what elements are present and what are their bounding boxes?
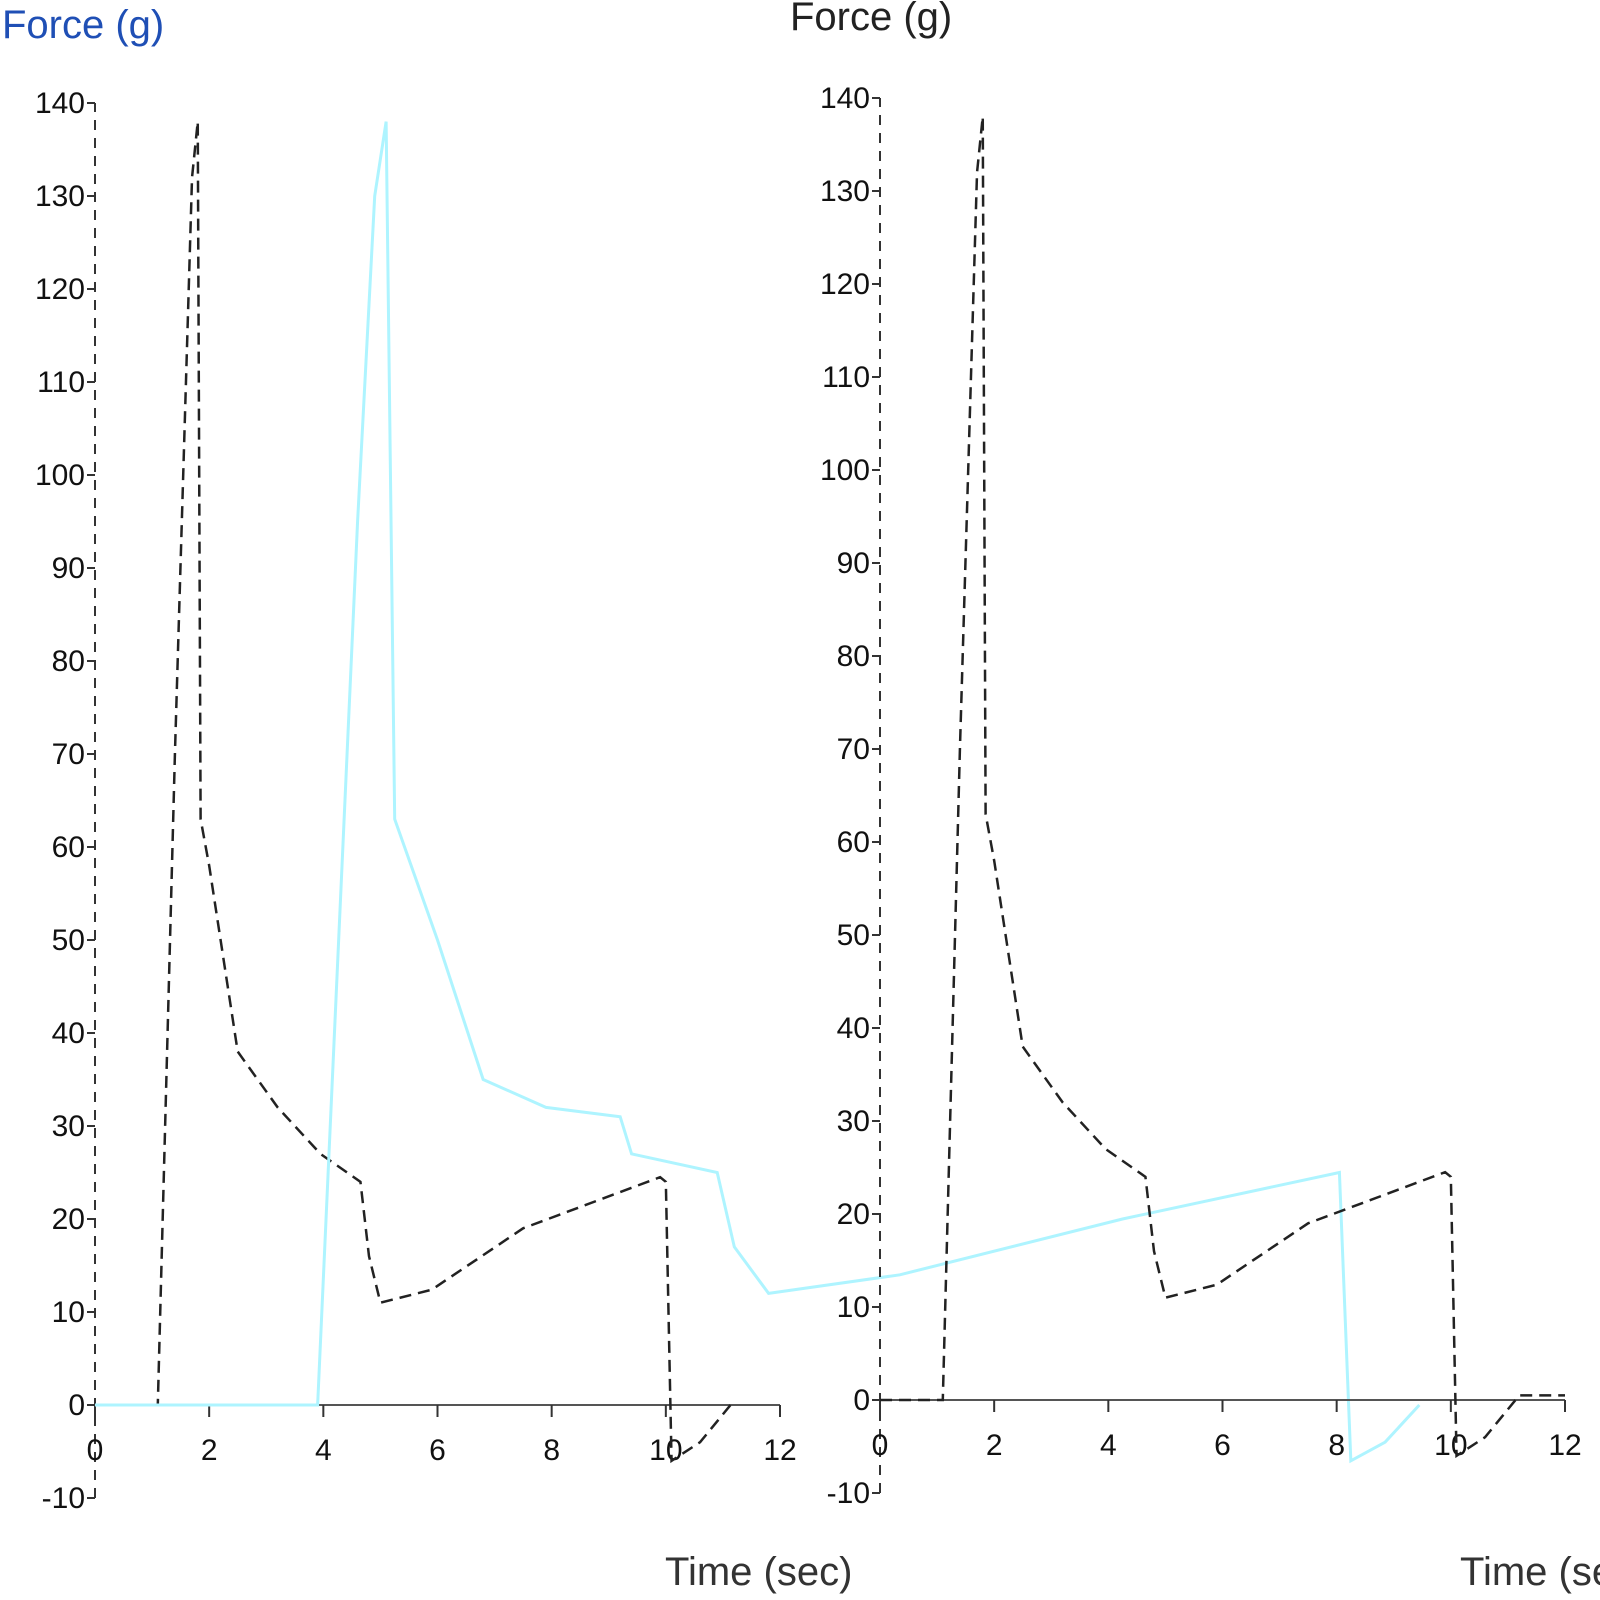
x-tick-label: 0: [87, 1434, 104, 1467]
y-tick-label: 0: [853, 1384, 870, 1417]
series-line-1: [880, 116, 1565, 1459]
y-tick-label: 20: [52, 1203, 85, 1236]
y-axis-label: Force (g): [790, 0, 952, 39]
y-tick-label: 70: [837, 733, 870, 766]
x-tick-label: 4: [315, 1434, 332, 1467]
y-tick-label: -10: [42, 1482, 85, 1515]
y-tick-label: 20: [837, 1198, 870, 1231]
x-tick-label: 12: [763, 1434, 796, 1467]
series-line-1: [95, 121, 736, 1464]
y-tick-label: 40: [52, 1017, 85, 1050]
y-tick-label: 30: [837, 1105, 870, 1138]
y-tick-label: 100: [820, 454, 870, 487]
y-tick-label: 50: [837, 919, 870, 952]
y-tick-label: 30: [52, 1110, 85, 1143]
y-tick-label: 0: [68, 1389, 85, 1422]
y-tick-label: 140: [35, 87, 85, 120]
x-tick-label: 12: [1548, 1429, 1581, 1462]
y-tick-label: 60: [52, 831, 85, 864]
y-tick-label: 60: [837, 826, 870, 859]
y-tick-label: 40: [837, 1012, 870, 1045]
y-tick-label: 100: [35, 459, 85, 492]
y-tick-label: 80: [52, 645, 85, 678]
y-tick-label: 70: [52, 738, 85, 771]
y-tick-label: 130: [820, 175, 870, 208]
x-tick-label: 8: [543, 1434, 560, 1467]
y-tick-label: 140: [820, 82, 870, 115]
y-tick-label: 120: [35, 273, 85, 306]
x-tick-label: 6: [429, 1434, 446, 1467]
x-tick-label: 2: [986, 1429, 1003, 1462]
y-tick-label: 10: [52, 1296, 85, 1329]
y-tick-label: 120: [820, 268, 870, 301]
y-tick-label: 10: [837, 1291, 870, 1324]
x-tick-label: 0: [872, 1429, 889, 1462]
y-tick-label: 110: [822, 361, 870, 394]
y-tick-label: 80: [837, 640, 870, 673]
y-tick-label: 130: [35, 180, 85, 213]
x-tick-label: 4: [1100, 1429, 1117, 1462]
y-tick-label: -10: [827, 1477, 870, 1510]
y-tick-label: 50: [52, 924, 85, 957]
x-tick-label: 10: [649, 1434, 682, 1467]
y-tick-label: 110: [37, 366, 85, 399]
x-tick-label: 8: [1328, 1429, 1345, 1462]
x-axis-label: Time (sec): [1460, 1550, 1600, 1594]
x-tick-label: 10: [1434, 1429, 1467, 1462]
y-axis-label: Force (g): [2, 3, 164, 47]
x-axis-label: Time (sec): [665, 1550, 852, 1594]
x-tick-label: 2: [201, 1434, 218, 1467]
y-tick-label: 90: [837, 547, 870, 580]
x-tick-label: 6: [1214, 1429, 1231, 1462]
series-line-2: [95, 121, 1421, 1464]
y-tick-label: 90: [52, 552, 85, 585]
